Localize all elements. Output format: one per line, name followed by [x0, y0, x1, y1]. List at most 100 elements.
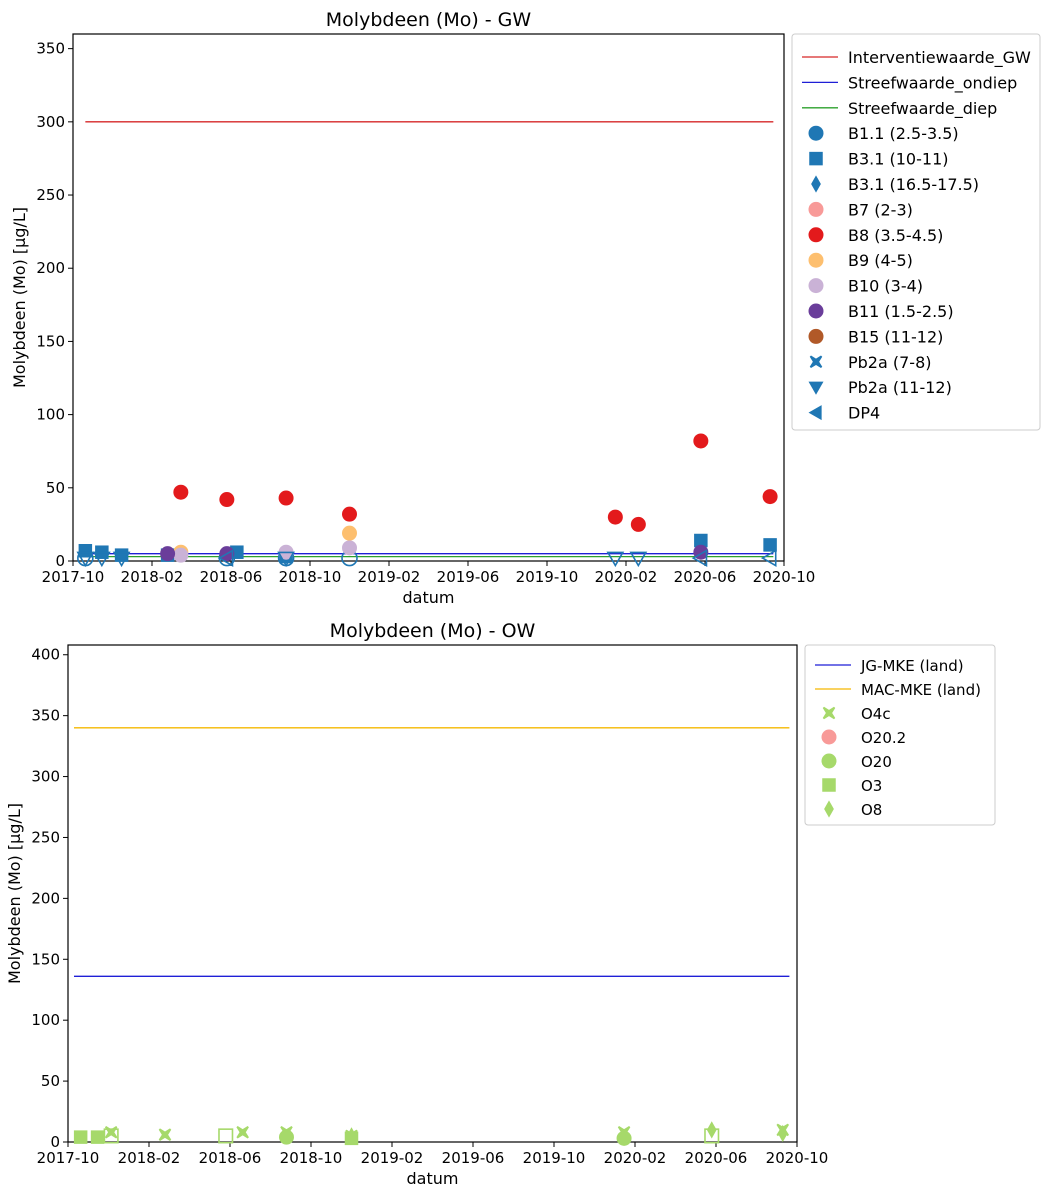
legend-marker	[822, 778, 836, 792]
legend-label: B3.1 (10-11)	[848, 150, 948, 169]
x-tick-label: 2019-10	[523, 1149, 586, 1167]
data-point	[763, 538, 777, 552]
legend-label: Pb2a (11-12)	[848, 378, 952, 397]
legend-marker	[809, 304, 824, 319]
y-tick-label: 300	[31, 768, 60, 786]
legend-label: O4c	[861, 705, 891, 723]
legend-label: Streefwaarde_ondiep	[848, 73, 1017, 93]
y-tick-label: 50	[46, 479, 65, 497]
data-point	[608, 510, 623, 525]
x-tick-label: 2020-02	[595, 568, 658, 586]
x-tick-label: 2020-10	[766, 1149, 829, 1167]
legend-label: B15 (11-12)	[848, 327, 943, 346]
legend-marker	[809, 152, 823, 166]
y-tick-label: 50	[41, 1072, 60, 1090]
x-tick-label: 2018-02	[118, 1149, 181, 1167]
y-tick-label: 100	[31, 1011, 60, 1029]
legend-marker	[822, 730, 837, 745]
x-tick-label: 2017-10	[37, 1149, 100, 1167]
data-point	[707, 1121, 717, 1138]
chart-2: Molybdeen (Mo) - OW 2017-10 2018-02 2018-06…	[5, 620, 995, 1184]
data-point	[173, 485, 188, 500]
data-point	[219, 1129, 233, 1143]
chart-title: Molybdeen (Mo) - GW	[326, 9, 532, 31]
plot-frame	[73, 34, 784, 561]
data-point	[105, 1126, 118, 1139]
legend-marker	[822, 754, 837, 769]
legend-label: DP4	[848, 404, 880, 423]
x-tick-label: 2018-10	[280, 1149, 343, 1167]
legend-marker	[809, 329, 824, 344]
y-tick-label: 300	[36, 113, 65, 131]
x-tick-label: 2020-02	[604, 1149, 667, 1167]
x-tick-label: 2018-06	[199, 1149, 262, 1167]
y-tick-label: 200	[36, 259, 65, 277]
x-axis-label: datum	[403, 588, 455, 607]
legend-label: O8	[861, 801, 882, 819]
legend-marker	[809, 227, 824, 242]
data-point	[763, 489, 778, 504]
x-tick-label: 2018-06	[200, 568, 263, 586]
x-tick-label: 2020-10	[753, 568, 816, 586]
legend-label: B8 (3.5-4.5)	[848, 226, 943, 245]
x-tick-label: 2019-02	[361, 1149, 424, 1167]
data-point	[631, 552, 646, 565]
data-point	[342, 507, 357, 522]
legend-label: O20	[861, 753, 892, 771]
data-point	[219, 492, 234, 507]
y-tick-label: 0	[50, 1133, 60, 1151]
legend-label: B3.1 (16.5-17.5)	[848, 175, 979, 194]
data-point	[79, 544, 93, 558]
y-tick-label: 150	[36, 332, 65, 350]
x-tick-label: 2020-06	[685, 1149, 748, 1167]
data-point	[91, 1130, 105, 1144]
legend-label: O20.2	[861, 729, 906, 747]
data-point	[631, 517, 646, 532]
data-point	[159, 1128, 172, 1141]
data-point	[279, 491, 294, 506]
legend-label: MAC-MKE (land)	[861, 681, 981, 699]
x-tick-label: 2019-06	[437, 568, 500, 586]
legend-label: B10 (3-4)	[848, 277, 923, 296]
data-point	[608, 552, 623, 565]
legend-label: O3	[861, 777, 882, 795]
legend-marker	[809, 253, 824, 268]
legend-label: Streefwaarde_diep	[848, 99, 997, 119]
x-tick-label: 2019-10	[516, 568, 579, 586]
x-tick-label: 2018-02	[121, 568, 184, 586]
legend-label: Pb2a (7-8)	[848, 353, 932, 372]
x-axis-label: datum	[407, 1169, 459, 1184]
y-tick-label: 250	[36, 186, 65, 204]
plot-frame	[68, 645, 797, 1142]
chart-1: Molybdeen (Mo) - GW 2017-10 2018-02 2018-06…	[10, 9, 1040, 607]
y-tick-label: 200	[31, 889, 60, 907]
legend-marker	[809, 278, 824, 293]
data-point	[279, 1130, 294, 1145]
y-tick-label: 350	[36, 40, 65, 58]
y-axis-label: Molybdeen (Mo) [µg/L]	[10, 207, 29, 388]
x-tick-label: 2017-10	[42, 568, 105, 586]
legend-label: B7 (2-3)	[848, 200, 913, 219]
data-point	[342, 540, 357, 555]
legend-marker	[809, 126, 824, 141]
legend-label: Interventiewaarde_GW	[848, 48, 1031, 68]
chart-title: Molybdeen (Mo) - OW	[330, 620, 536, 642]
data-point	[160, 546, 175, 561]
legend-label: B9 (4-5)	[848, 251, 913, 270]
data-point	[236, 1126, 249, 1139]
y-tick-label: 150	[31, 950, 60, 968]
y-tick-label: 0	[55, 552, 65, 570]
legend-label: JG-MKE (land)	[860, 657, 964, 675]
y-tick-label: 400	[31, 646, 60, 664]
data-point	[342, 526, 357, 541]
data-point	[693, 433, 708, 448]
legend-label: B11 (1.5-2.5)	[848, 302, 954, 321]
data-point	[115, 548, 129, 562]
y-tick-label: 100	[36, 406, 65, 424]
data-point	[173, 548, 188, 563]
y-tick-label: 250	[31, 828, 60, 846]
legend-marker	[809, 202, 824, 217]
data-point	[74, 1130, 88, 1144]
x-tick-label: 2020-06	[674, 568, 737, 586]
